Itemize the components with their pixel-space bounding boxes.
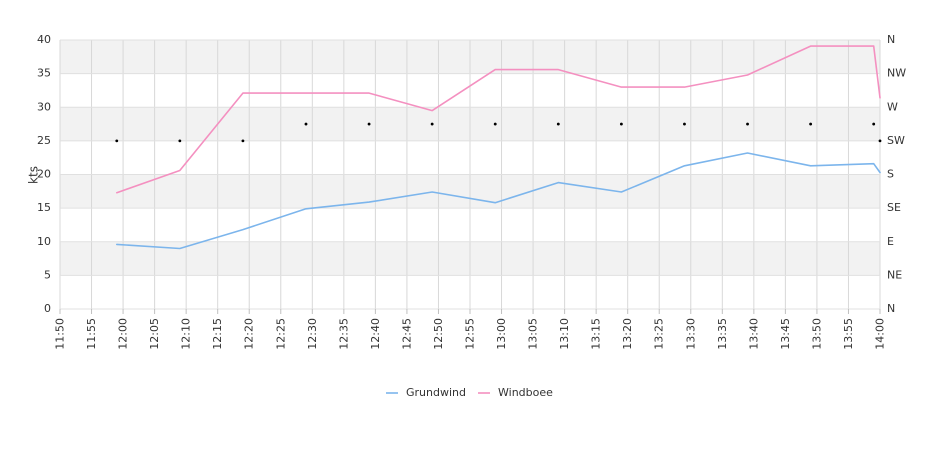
y-tick-label: 10 xyxy=(37,235,51,248)
x-tick-label: 13:45 xyxy=(779,318,792,350)
x-tick-label: 13:10 xyxy=(558,318,571,350)
y-tick-label: 15 xyxy=(37,201,51,214)
series-layer xyxy=(116,45,881,250)
x-tick-label: 13:00 xyxy=(495,318,508,350)
horizontal-gridlines xyxy=(60,39,880,310)
y-axis-right: N NE E SE S SW W NW N xyxy=(887,33,906,315)
y2-tick-label: SE xyxy=(887,201,901,214)
x-tick-label: 11:50 xyxy=(54,318,67,350)
x-tick-label: 12:15 xyxy=(211,318,224,350)
x-tick-label: 13:15 xyxy=(590,318,603,350)
x-tick-label: 12:45 xyxy=(400,318,413,350)
x-tick-label: 13:25 xyxy=(653,318,666,350)
y-tick-label: 0 xyxy=(44,302,51,315)
direction-point xyxy=(878,139,882,143)
y2-tick-label: N xyxy=(887,302,895,315)
direction-point xyxy=(493,122,497,126)
y2-tick-label: NE xyxy=(887,268,902,281)
direction-point xyxy=(241,139,245,143)
x-tick-label: 12:25 xyxy=(274,318,287,350)
x-tick-label: 13:55 xyxy=(842,318,855,350)
x-tick-label: 12:10 xyxy=(180,318,193,350)
direction-point xyxy=(746,122,749,126)
y-tick-label: 40 xyxy=(37,33,51,46)
direction-point xyxy=(809,122,813,126)
y2-tick-label: N xyxy=(887,33,895,46)
y-tick-label: 30 xyxy=(37,100,51,113)
legend-label: Grundwind xyxy=(406,386,466,399)
y2-tick-label: S xyxy=(887,168,894,181)
y2-tick-label: SW xyxy=(887,134,905,147)
direction-point xyxy=(367,122,371,126)
x-tick-label: 12:50 xyxy=(432,318,445,350)
x-tick-label: 12:40 xyxy=(369,318,382,350)
x-tick-label: 12:30 xyxy=(306,318,319,350)
x-tick-label: 12:20 xyxy=(243,318,256,350)
direction-markers xyxy=(115,122,882,143)
y-tick-label: 20 xyxy=(37,168,51,181)
direction-point xyxy=(304,122,308,126)
series-line-windboee xyxy=(116,45,881,194)
direction-point xyxy=(178,139,182,143)
x-tick-label: 13:05 xyxy=(527,318,540,350)
y-tick-label: 25 xyxy=(37,134,51,147)
x-tick-label: 13:40 xyxy=(747,318,760,350)
x-tick-label: 12:00 xyxy=(117,318,130,350)
x-tick-label: 13:30 xyxy=(684,318,697,350)
y-tick-label: 5 xyxy=(44,268,51,281)
legend: Grundwind Windboee xyxy=(386,386,553,399)
y-axis-left: 0 5 10 15 20 25 30 35 40 xyxy=(37,33,51,315)
y-tick-label: 35 xyxy=(37,67,51,80)
direction-point xyxy=(556,122,560,126)
x-tick-label: 12:35 xyxy=(337,318,350,350)
legend-item-grundwind[interactable]: Grundwind xyxy=(386,386,466,399)
x-tick-label: 13:20 xyxy=(621,318,634,350)
x-tick-label: 11:55 xyxy=(85,318,98,350)
x-tick-label: 12:55 xyxy=(464,318,477,350)
x-tick-label: 13:35 xyxy=(716,318,729,350)
direction-point xyxy=(683,122,686,126)
x-tick-label: 12:05 xyxy=(148,318,161,350)
direction-point xyxy=(115,139,119,143)
legend-item-windboee[interactable]: Windboee xyxy=(478,386,553,399)
x-tick-label: 13:50 xyxy=(810,318,823,350)
y2-tick-label: E xyxy=(887,235,894,248)
x-axis: 11:50 11:55 12:00 12:05 12:10 12:15 12:20 12:25… xyxy=(54,309,887,350)
series-line-grundwind xyxy=(116,152,881,250)
direction-point xyxy=(872,122,876,126)
x-tick-label: 14:00 xyxy=(874,318,887,350)
legend-label: Windboee xyxy=(498,386,553,399)
y2-tick-label: W xyxy=(887,100,898,113)
y-axis-title: kts xyxy=(27,166,41,184)
direction-point xyxy=(619,122,623,126)
direction-point xyxy=(430,122,434,126)
y2-tick-label: NW xyxy=(887,67,906,80)
